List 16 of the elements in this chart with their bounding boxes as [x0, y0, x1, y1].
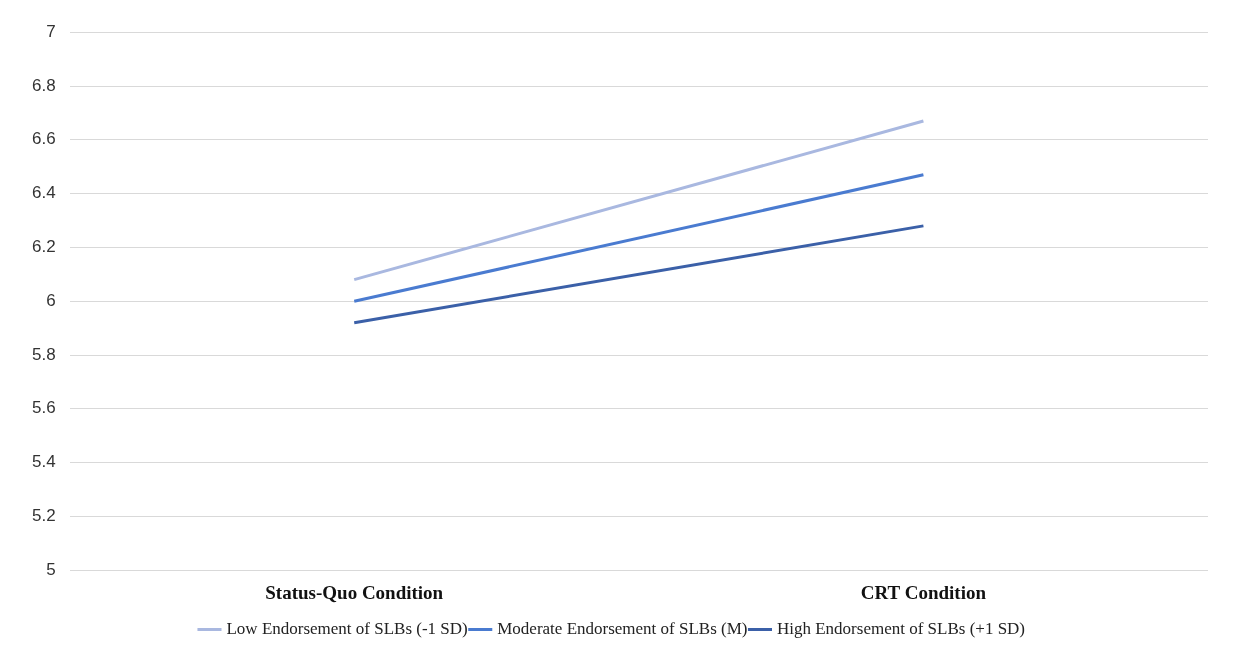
y-tick-label: 5.2 — [31, 506, 56, 526]
y-tick-label: 6 — [46, 290, 56, 310]
y-tick-label: 6.4 — [31, 183, 56, 203]
y-tick-label: 6.2 — [31, 237, 56, 257]
y-tick-label: 5.4 — [31, 452, 56, 472]
legend-label: High Endorsement of SLBs (+1 SD) — [776, 618, 1026, 638]
y-tick-label: 5.6 — [31, 398, 56, 418]
y-tick-label: 5 — [46, 559, 56, 579]
y-tick-label: 6.6 — [31, 129, 56, 149]
x-tick-label: CRT Condition — [860, 581, 987, 603]
y-tick-label: 5.8 — [31, 344, 56, 364]
y-tick-label: 6.8 — [31, 75, 56, 95]
x-tick-label: Status-Quo Condition — [265, 581, 444, 603]
y-tick-label: 7 — [46, 21, 56, 41]
legend-label: Low Endorsement of SLBs (-1 SD) — [226, 618, 468, 638]
legend-label: Moderate Endorsement of SLBs (M) — [497, 618, 748, 638]
